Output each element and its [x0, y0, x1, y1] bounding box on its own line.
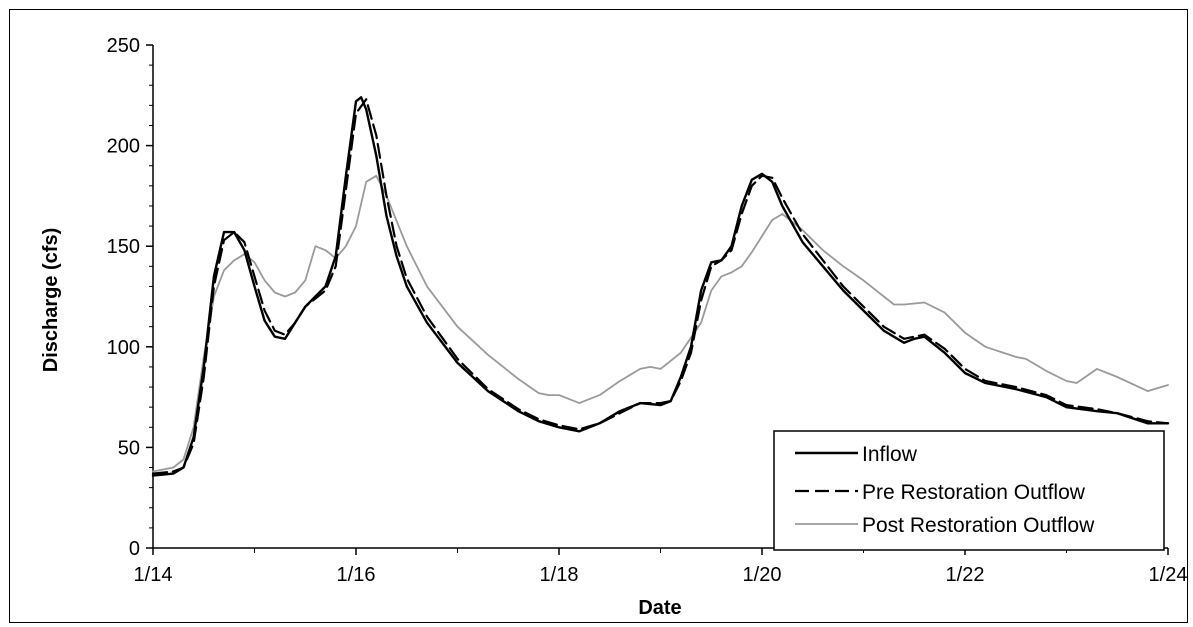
- legend: Inflow Pre Restoration Outflow Post Restor…: [773, 430, 1165, 551]
- legend-label: Pre Restoration Outflow: [862, 481, 1086, 504]
- y-tick-label: 250: [107, 35, 140, 57]
- y-tick-label: 50: [118, 437, 140, 459]
- y-ticks: 0 50 100 150 200 250: [107, 35, 153, 560]
- series-line-pre-restoration-outflow: [151, 98, 1170, 475]
- x-tick-label: 1/14: [134, 564, 173, 586]
- y-tick-label: 100: [107, 337, 140, 359]
- y-axis-title: Discharge (cfs): [40, 228, 62, 373]
- x-tick-label: 1/22: [946, 564, 985, 586]
- axes: 0 50 100 150 200 250 1/14 1/16 1/18 1/20 1/22 1/24: [107, 35, 1188, 586]
- x-tick-label: 1/16: [337, 564, 376, 586]
- y-tick-label: 200: [107, 136, 140, 158]
- legend-items: Inflow Pre Restoration Outflow Post Restor…: [795, 443, 1095, 537]
- y-tick-label: 0: [129, 538, 140, 560]
- series-layer: [151, 96, 1170, 477]
- series-line-post-restoration-outflow: [152, 174, 1169, 473]
- x-tick-label: 1/20: [743, 564, 782, 586]
- x-ticks: 1/14 1/16 1/18 1/20 1/22 1/24: [134, 548, 1188, 586]
- legend-label: Inflow: [862, 443, 918, 466]
- legend-label: Post Restoration Outflow: [862, 514, 1095, 537]
- x-tick-label: 1/24: [1149, 564, 1188, 586]
- y-tick-label: 150: [107, 236, 140, 258]
- series-line-inflow: [151, 96, 1170, 477]
- x-tick-label: 1/18: [540, 564, 579, 586]
- x-axis-title: Date: [638, 597, 681, 619]
